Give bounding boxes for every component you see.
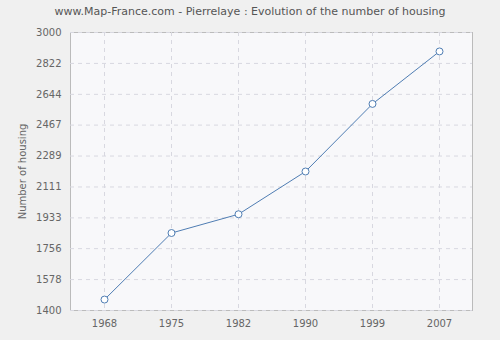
svg-text:2111: 2111 [36,181,61,192]
svg-text:Number of housing: Number of housing [17,124,28,220]
svg-text:1975: 1975 [159,318,184,329]
svg-text:1990: 1990 [293,318,318,329]
svg-text:1578: 1578 [36,274,61,285]
svg-text:3000: 3000 [36,27,61,38]
svg-text:2644: 2644 [36,89,61,100]
svg-text:2007: 2007 [427,318,452,329]
svg-text:2467: 2467 [36,119,61,130]
svg-text:1982: 1982 [226,318,251,329]
html-text:www.Map-France.com - Pierrelay: www.Map-France.com - Pierrelaye : Evolut… [54,5,446,18]
svg-text:1933: 1933 [36,212,61,223]
svg-text:1400: 1400 [36,305,61,316]
svg-text:1756: 1756 [36,243,61,254]
svg-text:1968: 1968 [92,318,117,329]
svg-text:1999: 1999 [360,318,385,329]
svg-text:2289: 2289 [36,150,61,161]
svg-text:2822: 2822 [36,58,61,69]
